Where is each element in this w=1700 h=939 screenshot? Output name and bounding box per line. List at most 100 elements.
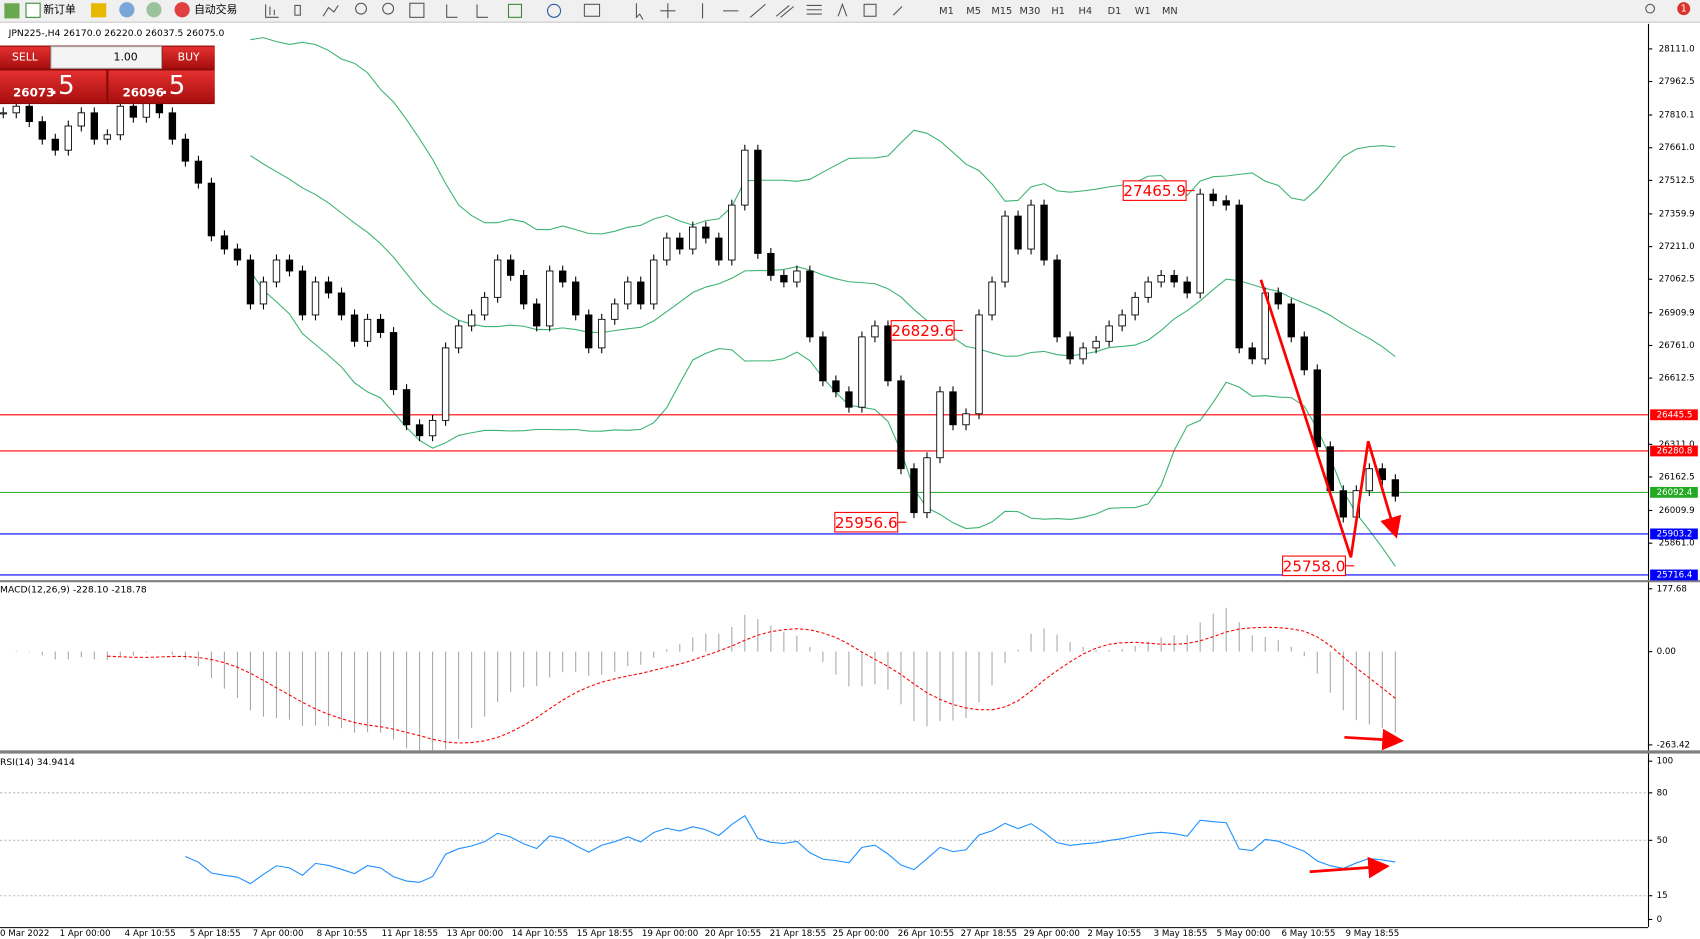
new-order-button[interactable]: 新订单: [43, 2, 76, 16]
cursor-tool[interactable]: [635, 3, 644, 20]
annotation-label: 25956.6: [835, 514, 898, 532]
x-tick-label: 1 Apr 00:00: [60, 929, 111, 939]
timeframe-button[interactable]: D1: [1108, 6, 1122, 17]
candle: [962, 413, 970, 426]
candle: [1118, 314, 1126, 327]
candle: [1001, 215, 1009, 283]
candle: [285, 259, 294, 272]
x-tick-label: 9 May 18:55: [1345, 929, 1399, 939]
one-click-trading: SELL 1.00 BUY 26073 .5 26096 .5: [0, 45, 215, 105]
y-tick-label: 50: [1657, 836, 1668, 846]
icon[interactable]: [146, 2, 162, 18]
rsi-arrow: [1309, 856, 1390, 879]
candle: [519, 274, 528, 305]
x-tick-label: 19 Apr 00:00: [642, 929, 698, 939]
macd-label: MACD(12,26,9) -228.10 -218.78: [0, 584, 147, 595]
timeframe-button[interactable]: M15: [991, 6, 1012, 17]
x-tick-label: 26 Apr 10:55: [898, 929, 954, 939]
fibo-tool[interactable]: [806, 4, 822, 15]
annotation-box: [1282, 555, 1347, 577]
x-tick-label: 2 May 10:55: [1087, 929, 1141, 939]
indicators-tool[interactable]: [507, 3, 523, 18]
candle: [415, 424, 424, 437]
template-tool[interactable]: [583, 3, 601, 17]
candle: [493, 259, 502, 298]
y-tick-label: 80: [1657, 788, 1668, 798]
shift-tool[interactable]: [476, 4, 488, 18]
timeframe-button[interactable]: W1: [1135, 6, 1151, 17]
candle: [1196, 193, 1204, 294]
bar-chart-tool[interactable]: [265, 4, 279, 18]
rsi-label: RSI(14) 34.9414: [0, 757, 75, 768]
price-arrow: [1259, 279, 1402, 558]
scroll-tool[interactable]: [446, 4, 458, 18]
auto-trading-button[interactable]: 自动交易: [194, 2, 237, 16]
hline-label: 26445.5: [1657, 410, 1693, 420]
y-tick-label: 15: [1657, 891, 1668, 901]
candle: [259, 281, 268, 305]
auto-trading-icon[interactable]: [174, 2, 190, 18]
hline-label-bg: [1650, 445, 1698, 457]
candle: [12, 105, 20, 114]
candle: [1066, 336, 1074, 360]
notification-badge[interactable]: [1677, 2, 1691, 16]
crosshair-tool[interactable]: [660, 3, 676, 19]
y-tick-label: 27359.9: [1659, 209, 1695, 219]
x-tick-label: 25 Apr 00:00: [833, 929, 889, 939]
timeframe-button[interactable]: H4: [1078, 6, 1092, 17]
period-tool[interactable]: [546, 3, 562, 18]
drawn-arrows: [1259, 279, 1405, 879]
candle: [676, 237, 684, 250]
search-icon[interactable]: [1645, 3, 1656, 14]
tile-tool[interactable]: [409, 2, 425, 18]
line-tool[interactable]: [322, 5, 339, 17]
candle: [1209, 193, 1217, 202]
lot-field[interactable]: [50, 46, 163, 69]
icon[interactable]: [119, 2, 135, 18]
candle: [1092, 340, 1100, 349]
candle: [272, 259, 281, 283]
new-order-icon[interactable]: [25, 2, 41, 18]
candle: [90, 112, 99, 140]
y-tick-label: 26612.5: [1659, 374, 1695, 384]
timeframe-button[interactable]: MN: [1162, 6, 1178, 17]
candle: [1183, 281, 1191, 294]
y-tick-label: 26311.0: [1659, 440, 1695, 450]
candle: [923, 457, 931, 514]
menu-icon[interactable]: [4, 3, 20, 19]
annotation-box: [1122, 180, 1187, 201]
x-tick-label: 8 Apr 10:55: [317, 929, 368, 939]
candle: [689, 226, 697, 250]
candle: [532, 303, 541, 327]
hline-label: 26280.8: [1657, 446, 1693, 456]
timeframe-button[interactable]: M30: [1020, 6, 1041, 17]
timeframe-button[interactable]: M1: [939, 6, 954, 17]
zoom-in[interactable]: [355, 2, 367, 15]
candle: [324, 281, 333, 294]
candle: [728, 204, 736, 261]
trendline-tool[interactable]: [749, 3, 766, 18]
lot-value[interactable]: 1.00: [114, 50, 138, 63]
candle: [1287, 303, 1295, 338]
text-tool[interactable]: [837, 2, 848, 17]
sell-label[interactable]: SELL: [12, 50, 38, 63]
x-tick-label: 11 Apr 18:55: [382, 929, 438, 939]
sell-button[interactable]: [0, 46, 50, 69]
timeframe-button[interactable]: H1: [1051, 6, 1065, 17]
arrows-tool[interactable]: [892, 6, 903, 16]
channel-tool[interactable]: [775, 5, 794, 18]
candle-tool[interactable]: [294, 4, 301, 16]
sell-price-box[interactable]: [0, 70, 107, 104]
buy-button[interactable]: [162, 46, 215, 69]
timeframe-button[interactable]: M5: [966, 6, 981, 17]
candle: [702, 226, 710, 239]
buy-price-box[interactable]: [108, 70, 215, 104]
label-tool[interactable]: [863, 3, 877, 17]
hline-label-bg: [1650, 528, 1698, 540]
hline-label-bg: [1650, 569, 1698, 581]
zoom-out[interactable]: [382, 2, 395, 15]
icon[interactable]: [91, 3, 107, 18]
candle: [350, 314, 359, 342]
buy-label[interactable]: BUY: [178, 50, 200, 63]
y-tick-label: 27661.0: [1659, 143, 1695, 153]
